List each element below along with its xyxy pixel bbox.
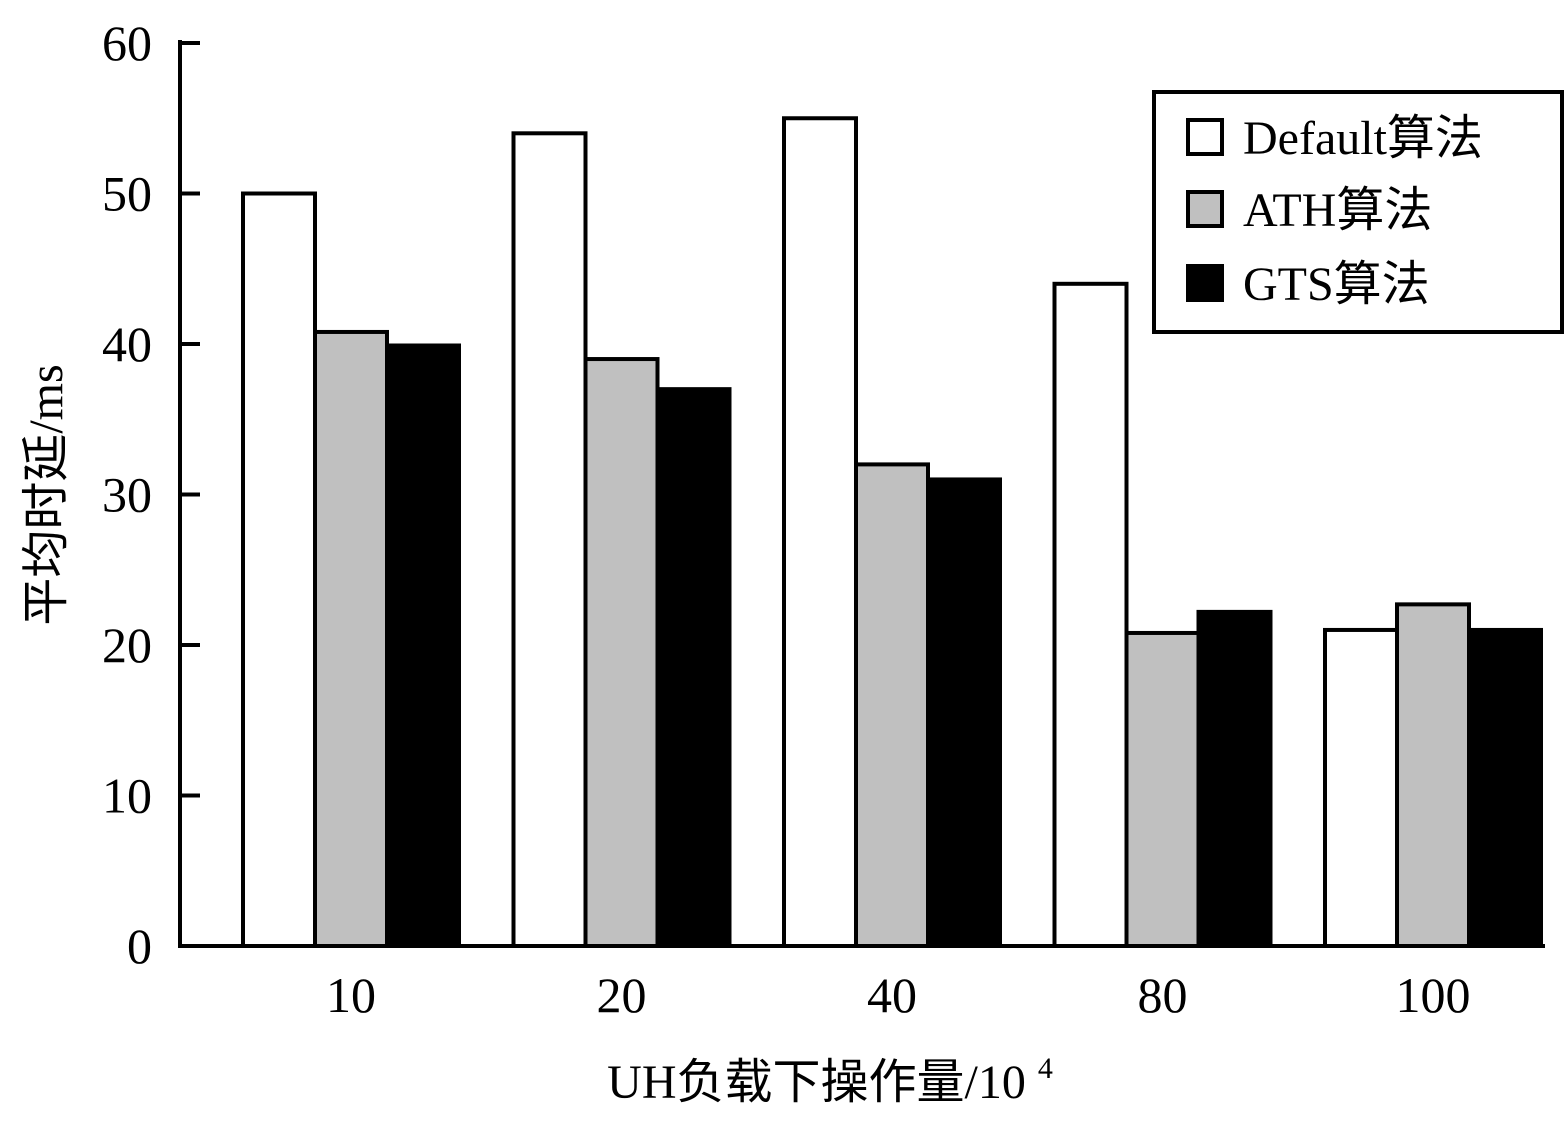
x-tick-label: 20 — [597, 967, 647, 1023]
x-tick-label: 40 — [867, 967, 917, 1023]
legend-label-gts: GTS算法 — [1243, 258, 1430, 311]
x-axis-label-exponent: 4 — [1038, 1052, 1053, 1085]
bars-layer — [241, 116, 1543, 949]
x-tick-label: 100 — [1396, 967, 1471, 1023]
bar-default-80 — [1052, 281, 1129, 948]
legend-swatch-default — [1186, 118, 1224, 156]
bar-gts-40 — [926, 477, 1002, 948]
y-tick-label: 50 — [102, 166, 152, 222]
legend: Default算法 ATH算法 GTS算法 — [1152, 90, 1564, 334]
bar-default-40 — [782, 116, 858, 948]
bar-default-100 — [1323, 627, 1399, 948]
x-ticks-layer: 10 20 40 80 100 — [326, 967, 1471, 1023]
bar-ath-80 — [1124, 630, 1201, 949]
bar-ath-20 — [583, 357, 660, 948]
legend-swatch-ath — [1186, 190, 1224, 228]
x-axis-label: UH负载下操作量/10 4 — [607, 1052, 1053, 1109]
y-axis-label: 平均时延/ms — [20, 364, 73, 625]
y-tick-label: 60 — [102, 15, 152, 71]
legend-label-default: Default算法 — [1243, 112, 1483, 165]
bar-gts-20 — [655, 387, 732, 948]
y-tick-label: 10 — [102, 768, 152, 824]
y-ticks-layer: 0 10 20 30 40 50 60 — [102, 15, 200, 974]
bar-ath-40 — [854, 462, 930, 948]
bar-ath-10 — [313, 329, 389, 948]
x-tick-label: 80 — [1138, 967, 1188, 1023]
legend-label-ath: ATH算法 — [1243, 184, 1432, 237]
bar-default-10 — [241, 191, 317, 948]
bar-gts-80 — [1196, 609, 1273, 948]
legend-swatch-gts — [1186, 264, 1224, 302]
y-tick-label: 0 — [127, 918, 152, 974]
bar-default-20 — [511, 131, 588, 949]
y-tick-label: 20 — [102, 617, 152, 673]
bar-gts-100 — [1467, 627, 1543, 948]
y-tick-label: 40 — [102, 316, 152, 372]
bar-gts-10 — [385, 343, 461, 948]
bar-ath-100 — [1395, 602, 1471, 948]
y-tick-label: 30 — [102, 467, 152, 523]
x-tick-label: 10 — [326, 967, 376, 1023]
x-axis-label-main: UH负载下操作量/10 — [607, 1056, 1026, 1109]
